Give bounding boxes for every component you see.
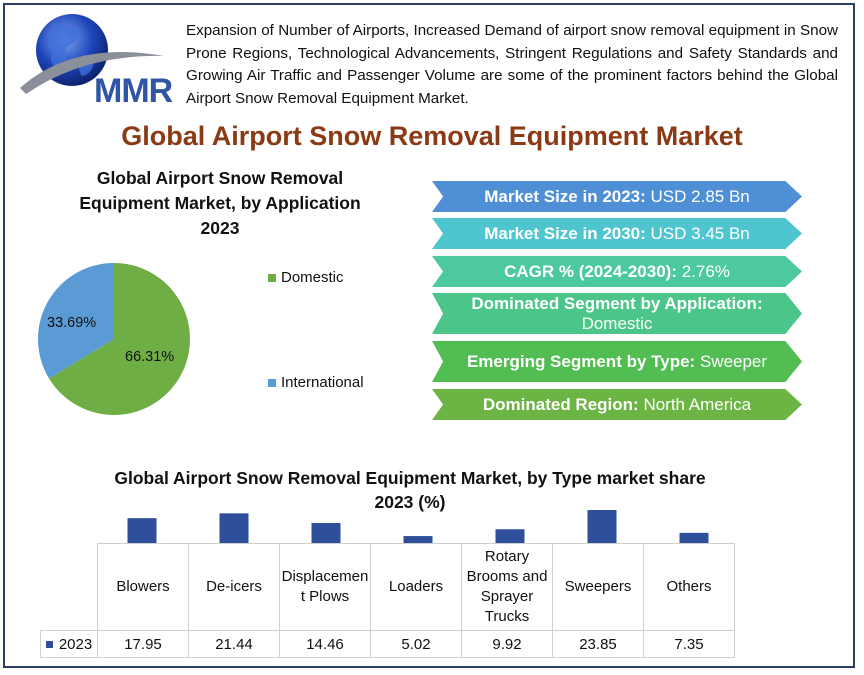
category-cell: Blowers [97,543,189,631]
stat-value: Sweeper [699,351,768,371]
value-cell: 17.95 [97,630,189,658]
value-cell: 23.85 [552,630,644,658]
value-cell: 21.44 [188,630,280,658]
legend-item-international: International [268,374,364,391]
series-label: 2023 [58,635,93,653]
stat-label: Dominated Region: [482,394,639,414]
globe-icon [20,14,164,94]
value-cell: 7.35 [643,630,735,658]
stat-value: North America [643,394,752,414]
category-label-line: Sprayer [480,588,534,605]
logo-text: MMR [94,72,173,110]
stat-banner-dominated-region: Dominated Region: North America [432,389,802,420]
pie-chart-title: Global Airport Snow Removal Equipment Ma… [60,166,380,241]
category-cell: Loaders [370,543,462,631]
pie-slice-domestic [49,263,190,415]
stat-label: Market Size in 2023: [484,186,646,206]
category-cell: Others [643,543,735,631]
category-label-line: t Plows [300,588,350,605]
value-cell: 5.02 [370,630,462,658]
category-label-line: Others [666,578,712,595]
stat-banner-cagr: CAGR % (2024-2030): 2.76% [432,256,802,287]
mmr-logo: MMR [14,10,174,110]
value-cell: 9.92 [461,630,553,658]
bar-title-line: Global Airport Snow Removal Equipment Ma… [114,468,706,488]
stat-label: CAGR % (2024-2030): [504,261,677,281]
bar-chart-title: Global Airport Snow Removal Equipment Ma… [90,466,730,514]
value-cell: 14.46 [279,630,371,658]
stat-banner-market-size-2030: Market Size in 2030: USD 3.45 Bn [432,218,802,249]
pie-slice-label-international: 33.69% [47,315,97,331]
category-label-line: Rotary [484,548,530,565]
category-cell: Sweepers [552,543,644,631]
table-corner [41,544,98,631]
category-label-line: Brooms and [466,568,548,585]
stat-label: Dominated Segment by Application: [471,293,763,313]
category-label-line: Sweepers [564,578,632,595]
intro-paragraph: Expansion of Number of Airports, Increas… [186,22,838,107]
pie-title-line: Equipment Market, by Application [79,193,361,213]
stat-value: Domestic [581,313,653,333]
stat-label: Market Size in 2030: [484,223,646,243]
category-cell: Rotary Brooms and Sprayer Trucks [461,543,553,631]
legend-swatch [268,378,276,387]
data-table: Blowers De-icers Displacemen t Plows Loa… [40,543,735,658]
stat-value: 2.76% [681,261,730,281]
pie-slice-label-domestic: 66.31% [125,349,175,365]
category-label-line: Loaders [388,578,444,595]
category-label-line: Blowers [116,578,170,595]
category-label-line: Displacemen [281,568,369,585]
stat-banner-market-size-2023: Market Size in 2023: USD 2.85 Bn [432,181,802,212]
page-title: Global Airport Snow Removal Equipment Ma… [121,121,743,151]
pie-title-line: 2023 [200,218,240,238]
stat-banner-dominated-application: Dominated Segment by Application: Domest… [432,293,802,334]
category-cell: De-icers [188,543,280,631]
category-label-line: De-icers [206,578,262,595]
bar-title-line: 2023 (%) [374,492,446,512]
stat-value: USD 2.85 Bn [650,186,750,206]
infographic-frame [3,3,855,668]
stat-label: Emerging Segment by Type: [466,351,696,371]
pie-slice-international [38,263,114,379]
category-cell: Displacemen t Plows [279,543,371,631]
series-label-cell: 2023 [40,630,98,658]
series-swatch [45,640,53,648]
pie-chart [38,263,190,415]
category-label-line: Trucks [484,608,530,625]
legend-swatch [268,273,276,282]
legend-label: Domestic [281,269,344,286]
legend-item-domestic: Domestic [268,269,344,286]
stat-value: USD 3.45 Bn [650,223,750,243]
legend-label: International [281,374,364,391]
pie-title-line: Global Airport Snow Removal [96,168,344,188]
stat-banner-emerging-type: Emerging Segment by Type: Sweeper [432,341,802,382]
